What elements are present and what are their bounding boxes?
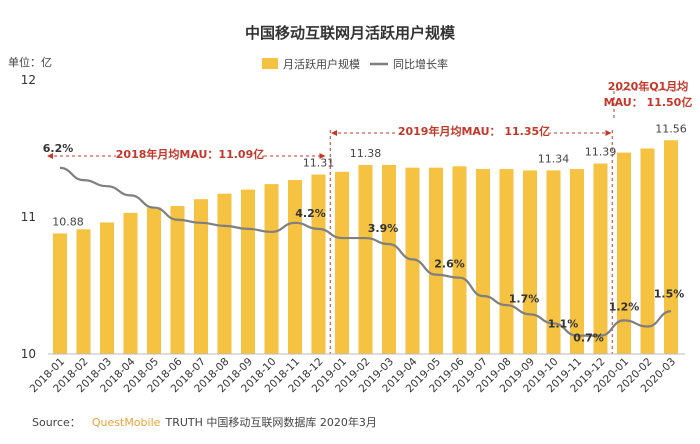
growth-rate-label: 1.2% — [609, 300, 640, 313]
bar — [53, 233, 67, 354]
y-tick-label: 11 — [21, 210, 36, 224]
annotation-bracket-2020 — [613, 89, 683, 118]
bar — [382, 164, 396, 354]
y-tick-label: 12 — [21, 73, 36, 87]
bar — [241, 189, 255, 354]
bar — [429, 167, 443, 354]
growth-rate-label: 6.2% — [43, 142, 74, 155]
bar — [147, 207, 161, 354]
bar — [523, 170, 537, 354]
annotation-bg — [398, 122, 550, 140]
bar — [617, 152, 631, 354]
source-brand: QuestMobile — [92, 416, 161, 429]
bar-labels: 10.88 11.31 11.38 11.34 11.39 11.56 — [52, 122, 687, 228]
bars — [53, 140, 678, 354]
annotation-2020-line1: 2020年Q1月均 — [608, 79, 689, 93]
growth-rate-label: 2.6% — [434, 258, 465, 271]
chart-title: 中国移动互联网月活跃用户规模 — [245, 24, 456, 42]
growth-rate-label: 1.7% — [509, 292, 540, 305]
bar — [194, 199, 208, 354]
bar — [570, 169, 584, 354]
bar — [264, 184, 279, 354]
bar-value-label: 11.39 — [585, 146, 617, 159]
growth-rate-label: 0.7% — [573, 332, 604, 345]
y-axis: 10 11 12 — [21, 73, 36, 361]
unit-label: 单位：亿 — [8, 55, 52, 69]
source-line: Source： QuestMobile TRUTH 中国移动互联网数据库 202… — [32, 411, 377, 430]
year-separators — [329, 130, 613, 354]
bar-value-label: 11.31 — [303, 157, 335, 170]
bar-value-label: 11.38 — [350, 147, 382, 160]
annotations: 2018年月均MAU：11.09亿 2019年月均MAU： 11.35亿 2020年… — [47, 79, 693, 163]
bar — [405, 167, 420, 354]
source-text: TRUTH 中国移动互联网数据库 2020年3月 — [165, 415, 377, 429]
bar — [452, 166, 467, 354]
bar — [546, 170, 561, 354]
bar — [335, 171, 349, 354]
bar — [358, 164, 373, 354]
annotation-bg — [116, 145, 264, 163]
bar — [664, 140, 678, 354]
bar — [170, 206, 185, 354]
annotation-2018: 2018年月均MAU：11.09亿 — [116, 147, 264, 161]
legend-line-label: 同比增长率 — [393, 57, 448, 71]
bar — [76, 229, 91, 354]
bar — [640, 148, 655, 354]
growth-rate-label: 1.1% — [548, 318, 579, 331]
x-axis: 2018-012018-022018-032018-042018-052018-… — [28, 353, 685, 395]
legend-bar-label: 月活跃用户规模 — [283, 57, 360, 71]
growth-rate-label: 3.9% — [368, 222, 399, 235]
source-prefix: Source： — [32, 416, 81, 429]
growth-rate-line — [59, 166, 672, 337]
bar — [123, 212, 138, 354]
y-tick-label: 10 — [21, 347, 36, 361]
bar-value-label: 10.88 — [52, 215, 84, 228]
annotation-2020-line2: MAU： 11.50亿 — [604, 95, 693, 109]
bar — [476, 169, 490, 354]
bar — [593, 163, 608, 354]
bar — [100, 222, 114, 354]
growth-rate-label: 1.5% — [654, 287, 685, 300]
bar-value-label: 11.56 — [655, 122, 687, 135]
growth-line: 6.2% 4.2% 3.9% 2.6% 1.7% 1.1%0.7% 1.2% 1.5% — [43, 142, 685, 345]
annotation-2019: 2019年月均MAU： 11.35亿 — [398, 124, 550, 138]
bar — [311, 174, 326, 354]
bar-value-label: 11.34 — [538, 152, 570, 165]
growth-rate-label: 4.2% — [295, 207, 326, 220]
legend-bar-swatch — [262, 58, 278, 69]
bar — [499, 169, 514, 354]
bar — [217, 193, 232, 354]
legend: 月活跃用户规模 同比增长率 — [262, 57, 448, 71]
